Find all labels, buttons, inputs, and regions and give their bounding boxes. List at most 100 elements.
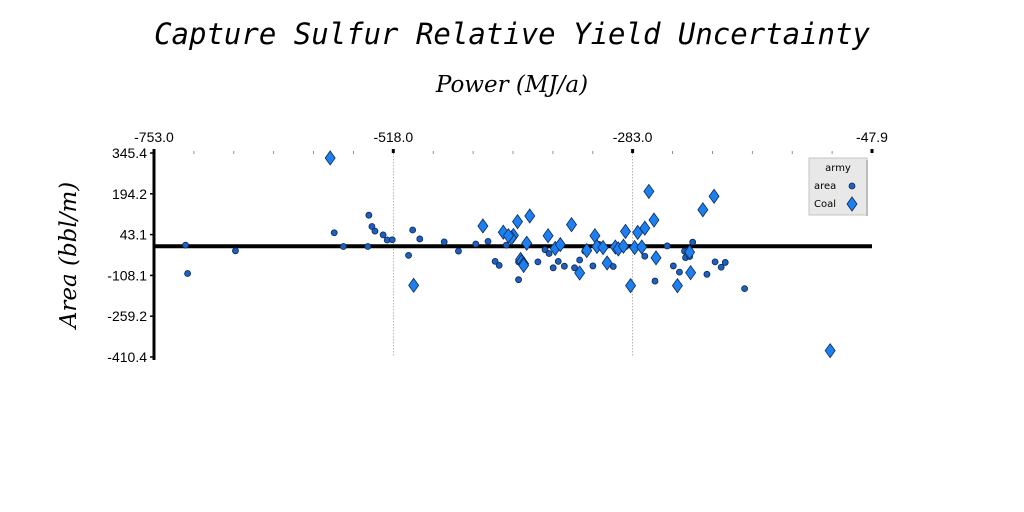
y-tick-label: 345.4 — [112, 145, 147, 161]
x-tick-label: -753.0 — [134, 129, 174, 145]
legend-label-coal: Coal — [814, 199, 836, 210]
data-point-area — [663, 242, 671, 250]
axes — [150, 149, 874, 360]
y-tick-label: -259.2 — [107, 308, 147, 324]
x-tick-label: -518.0 — [373, 129, 413, 145]
legend-title: army — [825, 163, 851, 174]
x-tick-label: -47.9 — [856, 129, 888, 145]
legend-box — [808, 157, 868, 216]
data-point-area — [571, 264, 578, 272]
data-point-coal — [524, 208, 536, 224]
data-point-area — [651, 277, 659, 285]
data-point-area — [491, 257, 499, 265]
data-point-area — [711, 258, 719, 266]
data-point-coal — [671, 277, 683, 294]
data-point-area — [549, 264, 557, 272]
data-point-coal — [625, 277, 637, 294]
data-point-area — [721, 259, 729, 266]
data-point-coal — [617, 238, 629, 254]
data-point-coal — [639, 220, 651, 236]
data-point-coal — [650, 250, 662, 266]
data-point-area — [371, 227, 379, 235]
data-point-area — [379, 231, 387, 239]
data-point-coal — [824, 342, 836, 359]
data-point-area — [541, 246, 549, 254]
data-point-area — [717, 263, 725, 271]
data-point-area — [502, 241, 510, 249]
legend: army area Coal — [808, 157, 868, 216]
data-point-coal — [636, 239, 648, 255]
data-point-area — [472, 240, 480, 248]
data-point-area — [365, 211, 373, 219]
data-point-area — [703, 270, 711, 278]
data-point-area — [184, 270, 192, 277]
data-point-coal — [685, 264, 697, 281]
y-tick-label: -108.1 — [107, 267, 147, 283]
y-tick-label: -410.4 — [107, 349, 147, 365]
data-point-coal — [554, 236, 566, 253]
tick-labels: -753.0 -518.0 -283.0 -47.9 345.4 194.2 43.1 -10… — [107, 129, 888, 365]
data-point-area — [669, 262, 677, 270]
data-point-coal — [512, 213, 524, 230]
data-point-area — [495, 261, 503, 269]
data-point-area — [589, 262, 597, 270]
data-point-area — [515, 276, 522, 284]
y-axis-label: Area (bbl/m) — [56, 182, 82, 331]
x-major-tick — [391, 149, 395, 153]
data-point-coal — [408, 277, 420, 294]
x-major-tick — [631, 149, 635, 153]
data-points — [182, 150, 836, 359]
data-point-area — [741, 285, 749, 293]
data-point-coal — [574, 265, 586, 281]
data-point-coal — [697, 202, 709, 218]
data-point-area — [484, 237, 492, 245]
data-point-area — [409, 226, 417, 234]
data-point-area — [182, 241, 189, 249]
data-point-area — [641, 252, 649, 260]
data-point-coal — [518, 257, 530, 274]
data-point-coal — [581, 242, 593, 259]
data-point-coal — [601, 255, 613, 271]
data-point-coal — [597, 239, 609, 256]
data-point-area — [368, 223, 376, 230]
data-point-area — [440, 238, 448, 246]
data-point-area — [330, 229, 338, 237]
x-major-tick — [152, 149, 156, 153]
legend-label-area: area — [814, 181, 836, 192]
data-point-coal — [324, 150, 336, 166]
grid-lines — [392, 153, 633, 357]
x-major-tick — [870, 149, 874, 153]
x-tick-label: -283.0 — [613, 129, 653, 145]
data-point-coal — [589, 228, 601, 244]
legend-marker-coal — [846, 196, 858, 212]
data-point-coal — [521, 235, 533, 251]
data-point-area — [340, 243, 347, 250]
data-point-area — [576, 256, 584, 264]
data-point-area — [609, 263, 617, 270]
chart-title: Capture Sulfur Relative Yield Uncertaint… — [154, 17, 870, 51]
data-point-area — [455, 247, 462, 255]
legend-shadow — [866, 160, 868, 216]
data-point-area — [560, 262, 568, 270]
data-point-area — [545, 250, 553, 257]
x-axis-label: Power (MJ/a) — [435, 72, 588, 98]
data-point-coal — [708, 188, 720, 204]
data-point-area — [232, 247, 239, 255]
legend-marker-area — [848, 182, 856, 190]
data-point-coal — [566, 216, 577, 233]
data-point-coal — [643, 183, 655, 200]
data-point-coal — [542, 228, 554, 244]
data-point-area — [364, 243, 372, 250]
data-point-coal — [684, 244, 696, 260]
data-point-area — [416, 235, 424, 243]
data-point-area — [405, 252, 412, 259]
y-tick-label: 43.1 — [120, 227, 147, 243]
y-tick-label: 194.2 — [112, 186, 147, 202]
data-point-area — [388, 236, 396, 244]
data-point-area — [554, 257, 562, 265]
data-point-coal — [648, 212, 660, 228]
data-point-coal — [619, 223, 631, 240]
data-point-coal — [477, 218, 489, 234]
data-point-area — [676, 268, 683, 276]
